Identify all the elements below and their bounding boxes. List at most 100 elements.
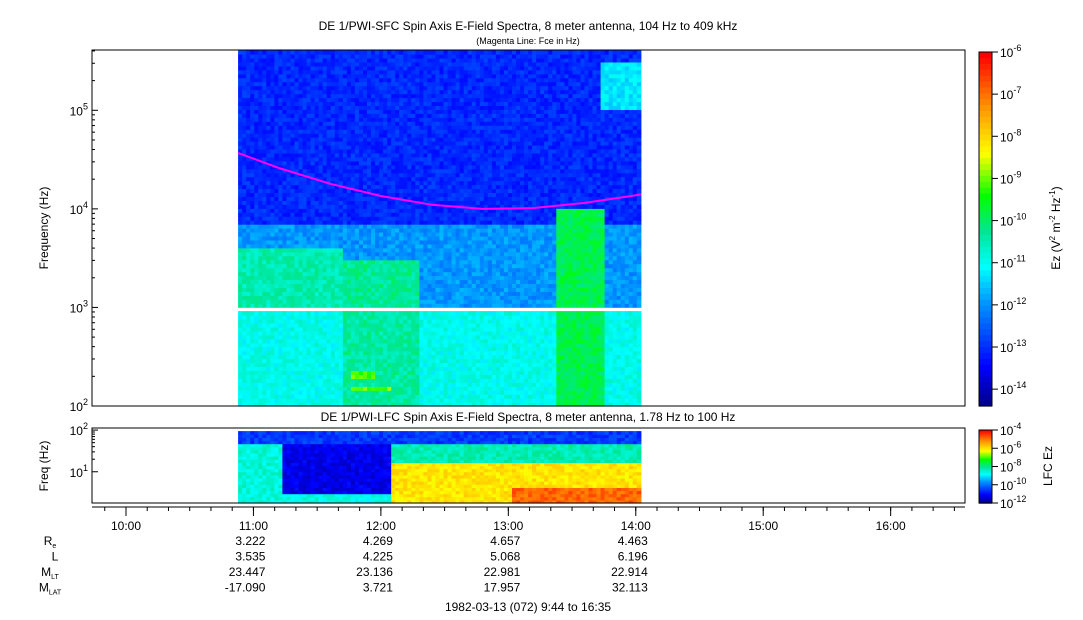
spectrogram-cell — [266, 61, 271, 67]
spectrogram-cell — [278, 291, 283, 296]
spectrogram-cell — [326, 156, 332, 162]
spectrogram-cell — [415, 382, 420, 387]
spectrogram-cell — [286, 224, 292, 229]
spectrogram-cell — [371, 275, 376, 281]
spectrogram-cell — [411, 105, 416, 110]
spectrogram-cell — [451, 311, 457, 316]
spectrogram-cell — [254, 311, 259, 316]
spectrogram-cell — [262, 283, 267, 288]
spectrogram-cell — [447, 232, 453, 237]
spectrogram-cell — [411, 152, 416, 158]
spectrogram-cell — [282, 232, 287, 237]
spectrogram-cell — [274, 81, 279, 87]
spectrogram-cell — [423, 239, 428, 245]
spectrogram-cell — [326, 366, 332, 371]
spectrogram-cell — [334, 311, 340, 316]
spectrogram-cell — [322, 358, 328, 364]
spectrogram-cell — [314, 291, 320, 296]
spectrogram-cell — [395, 65, 400, 71]
spectrogram-cell — [318, 330, 324, 336]
spectrogram-cell — [310, 228, 316, 233]
spectrogram-cell — [330, 85, 336, 91]
spectrogram-cell — [383, 184, 388, 190]
spectrogram-cell — [423, 232, 428, 237]
spectrogram-cell — [326, 295, 332, 300]
spectrogram-cell — [318, 144, 324, 150]
spectrogram-cell — [455, 259, 461, 265]
spectrogram-cell — [411, 224, 416, 229]
spectrogram-cell — [298, 101, 304, 106]
spectrogram-cell — [338, 299, 344, 304]
spectrogram-cell — [246, 204, 251, 209]
spectrogram-cell — [443, 326, 449, 332]
spectrogram-cell — [431, 239, 437, 245]
spectrogram-cell — [238, 105, 243, 110]
spectrogram-cell — [443, 50, 449, 55]
spectrogram-cell — [379, 259, 384, 265]
spectrogram-cell — [427, 216, 432, 221]
spectrogram-cell — [258, 247, 263, 253]
spectrogram-cell — [242, 287, 247, 292]
spectrogram-cell — [250, 287, 255, 292]
spectrogram-cell — [286, 125, 292, 130]
spectrogram-cell — [403, 172, 408, 178]
spectrogram-cell — [383, 133, 388, 138]
spectrogram-cell — [359, 279, 364, 284]
spectrogram-cell — [266, 89, 271, 95]
spectrogram-cell — [395, 101, 400, 106]
spectrogram-cell — [270, 322, 275, 328]
spectrogram-cell — [387, 232, 392, 237]
spectrogram-cell — [330, 129, 336, 134]
spectrogram-cell — [407, 69, 412, 75]
spectrogram-cell — [310, 291, 316, 296]
spectrogram-cell — [346, 366, 352, 371]
spectrogram-cell — [286, 220, 292, 225]
spectrogram-cell — [451, 315, 457, 320]
spectrogram-cell — [395, 113, 400, 118]
spectrogram-cell — [427, 338, 432, 344]
spectrogram-cell — [379, 398, 384, 403]
spectrogram-cell — [367, 200, 372, 205]
spectrogram-cell — [367, 77, 372, 83]
spectrogram-cell — [266, 271, 271, 277]
spectrogram-cell — [354, 73, 360, 79]
spectrogram-cell — [354, 208, 360, 213]
spectrogram-cell — [274, 239, 279, 245]
spectrogram-cell — [322, 168, 328, 174]
spectrogram-cell — [411, 81, 416, 87]
spectrogram-cell — [375, 164, 380, 170]
spectrogram-cell — [350, 275, 356, 281]
spectrogram-cell — [375, 224, 380, 229]
spectrogram-cell — [342, 93, 348, 99]
spectrogram-cell — [290, 338, 296, 344]
spectrogram-cell — [346, 303, 352, 308]
spectrogram-cell — [322, 196, 328, 201]
spectrogram-cell — [322, 113, 328, 118]
spectrogram-cell — [322, 342, 328, 348]
spectrogram-cell — [298, 402, 304, 407]
spectrogram-cell — [318, 402, 324, 407]
spectrogram-cell — [451, 212, 457, 217]
spectrogram-cell — [354, 192, 360, 197]
spectrogram-cell — [338, 117, 344, 122]
spectrogram-cell — [270, 263, 275, 269]
spectrogram-cell — [447, 101, 453, 106]
spectrogram-cell — [354, 141, 360, 146]
spectrogram-cell — [322, 362, 328, 368]
spectrogram-cell — [399, 398, 404, 403]
spectrogram-cell — [359, 358, 364, 364]
spectrogram-cell — [379, 61, 384, 67]
spectrogram-cell — [387, 148, 392, 154]
spectrogram-cell — [359, 386, 364, 391]
spectrogram-cell — [342, 232, 348, 237]
spectrogram-cell — [242, 311, 247, 316]
spectrogram-cell — [342, 378, 348, 383]
spectrogram-cell — [379, 402, 384, 407]
spectrogram-cell — [250, 232, 255, 237]
spectrogram-cell — [294, 101, 300, 106]
spectrogram-cell — [354, 350, 360, 356]
spectrogram-cell — [322, 322, 328, 328]
spectrogram-cell — [399, 93, 404, 99]
spectrogram-cell — [363, 239, 368, 245]
spectrogram-cell — [286, 65, 292, 71]
